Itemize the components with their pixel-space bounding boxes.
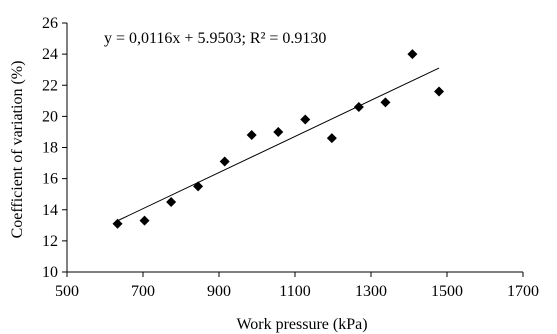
data-point bbox=[380, 97, 391, 108]
y-tick-label: 16 bbox=[42, 171, 58, 188]
data-point bbox=[326, 133, 337, 144]
x-tick-label: 700 bbox=[131, 283, 155, 300]
x-tick-label: 1700 bbox=[507, 283, 539, 300]
x-tick-label: 1300 bbox=[355, 283, 387, 300]
axes bbox=[62, 22, 524, 277]
trendline bbox=[117, 67, 440, 222]
data-point bbox=[166, 196, 177, 207]
x-tick-label: 900 bbox=[207, 283, 231, 300]
y-tick-label: 20 bbox=[42, 108, 58, 125]
y-tick-label: 24 bbox=[42, 46, 58, 63]
y-tick-label: 14 bbox=[42, 202, 58, 219]
x-tick-label: 1500 bbox=[431, 283, 463, 300]
y-tick-label: 10 bbox=[42, 264, 58, 281]
data-point bbox=[353, 102, 364, 113]
y-axis-title: Coefficient of variation (%) bbox=[9, 61, 26, 239]
data-point bbox=[193, 181, 204, 192]
labels-group: 10 12 14 16 18 20 22 24 26 500 700 900 1100 1300 1500 1… bbox=[9, 15, 539, 333]
x-tick-label: 1100 bbox=[279, 283, 310, 300]
data-points bbox=[112, 49, 445, 229]
y-tick-label: 26 bbox=[42, 15, 58, 32]
data-point bbox=[434, 86, 445, 97]
data-point bbox=[273, 126, 284, 137]
data-point bbox=[112, 218, 123, 229]
data-point bbox=[300, 114, 311, 125]
data-point bbox=[246, 130, 257, 141]
x-tick-label: 500 bbox=[55, 283, 79, 300]
y-tick-label: 12 bbox=[42, 233, 58, 250]
trendline-group bbox=[117, 67, 440, 222]
trendline-equation: y = 0,0116x + 5.9503; R² = 0.9130 bbox=[104, 30, 326, 47]
y-tick-label: 18 bbox=[42, 140, 58, 157]
data-point bbox=[407, 49, 418, 60]
x-axis-title: Work pressure (kPa) bbox=[236, 316, 367, 333]
data-point bbox=[139, 215, 150, 226]
y-tick-label: 22 bbox=[42, 77, 58, 94]
data-point bbox=[219, 156, 230, 167]
